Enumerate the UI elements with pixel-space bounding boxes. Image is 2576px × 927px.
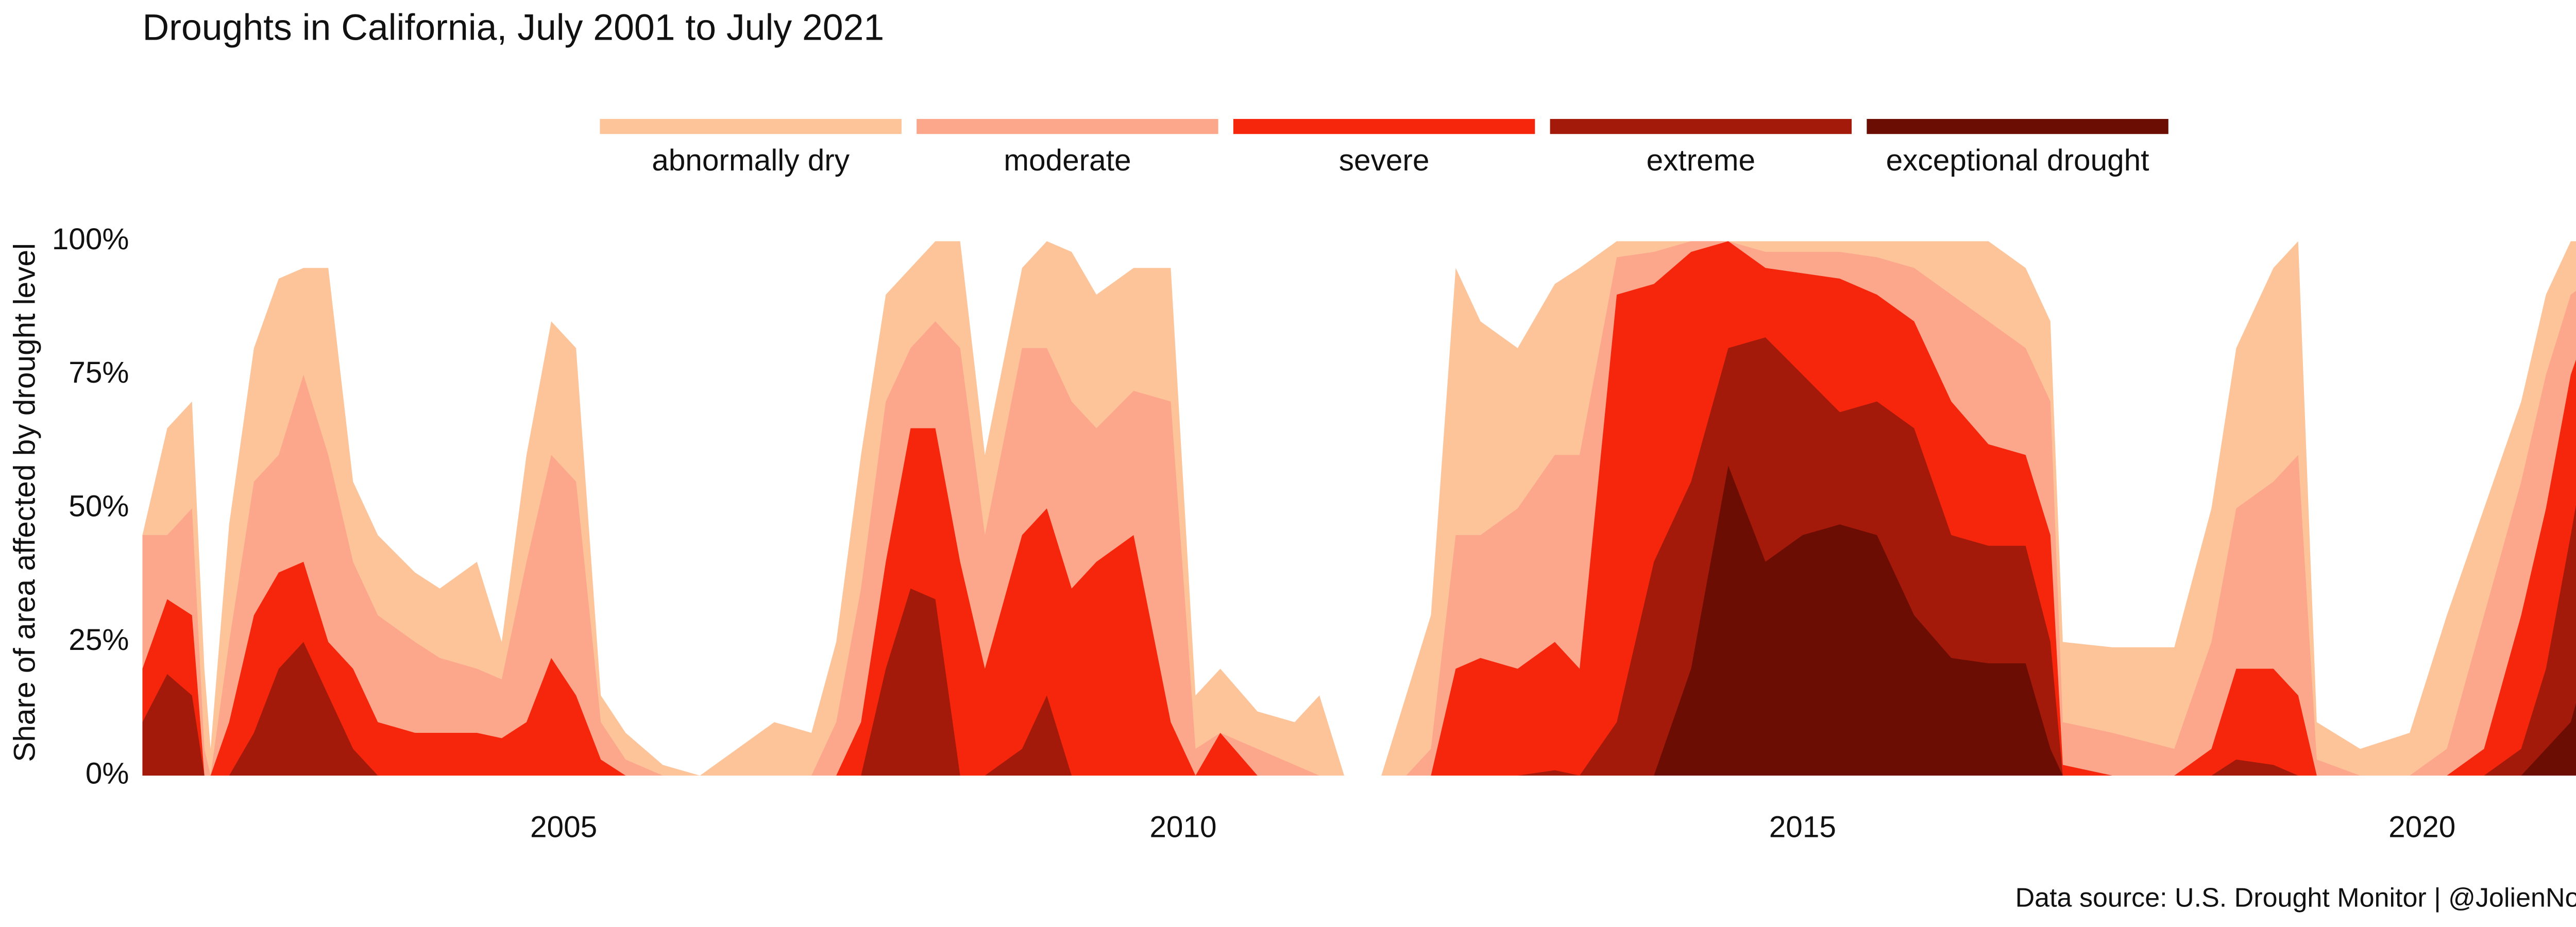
legend-label: abnormally dry	[652, 144, 850, 177]
legend-swatch	[917, 118, 1218, 134]
x-tick-label: 2015	[1769, 811, 1836, 844]
legend-label: moderate	[1004, 144, 1131, 177]
legend-swatch	[1867, 118, 2168, 134]
legend-swatch	[1550, 118, 1852, 134]
x-tick-label: 2020	[2388, 811, 2455, 844]
y-tick-label: 50%	[69, 490, 129, 523]
legend-label: exceptional drought	[1886, 144, 2149, 177]
legend-swatch	[600, 118, 902, 134]
legend-swatch	[1233, 118, 1535, 134]
x-tick-label: 2010	[1149, 811, 1216, 844]
y-tick-label: 0%	[86, 757, 129, 790]
legend-label: extreme	[1647, 144, 1755, 177]
source-note: Data source: U.S. Drought Monitor | @Jol…	[2015, 883, 2576, 913]
x-tick-label: 2005	[530, 811, 597, 844]
y-tick-label: 25%	[69, 623, 129, 657]
y-tick-label: 100%	[52, 222, 129, 256]
area-1	[142, 241, 2576, 776]
y-axis-label: Share of area affected by drought level	[8, 243, 42, 762]
chart-title: Droughts in California, July 2001 to Jul…	[142, 7, 884, 48]
y-tick-label: 75%	[69, 356, 129, 389]
area-4	[142, 466, 2576, 776]
legend-label: severe	[1339, 144, 1430, 177]
